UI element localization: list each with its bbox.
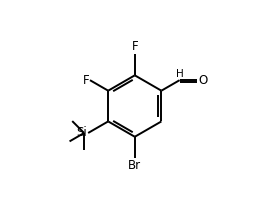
Text: Br: Br	[128, 159, 141, 172]
Text: O: O	[198, 74, 208, 87]
Text: Si: Si	[77, 126, 87, 139]
Text: F: F	[132, 41, 138, 54]
Text: F: F	[83, 74, 89, 87]
Text: H: H	[176, 69, 184, 79]
